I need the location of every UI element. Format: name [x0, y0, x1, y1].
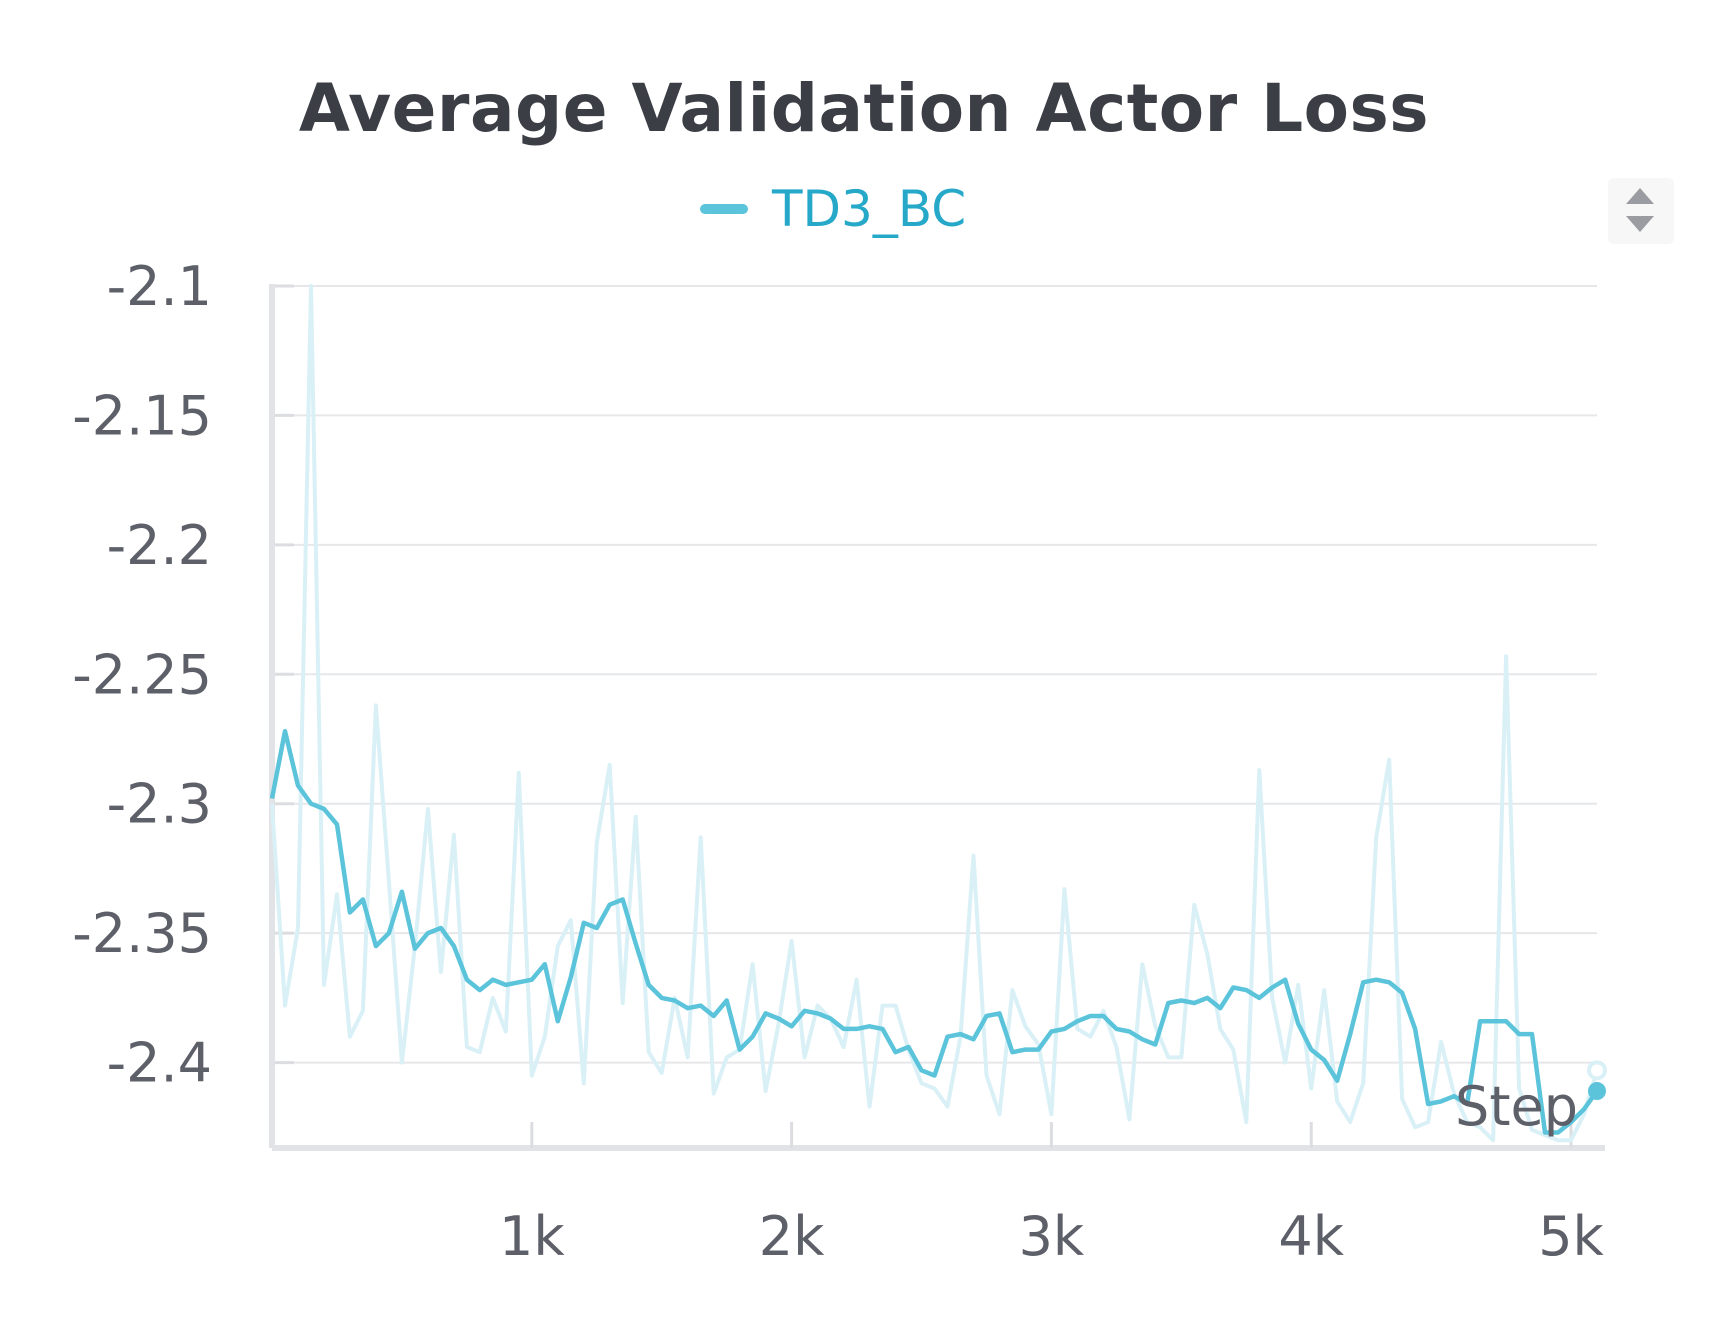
chart-title: Average Validation Actor Loss — [298, 70, 1430, 147]
y-tick-label-0: -2.1 — [107, 255, 212, 318]
y-tick-label-1: -2.15 — [72, 384, 212, 447]
legend[interactable]: TD3_BC — [700, 180, 966, 238]
series-lines — [269, 284, 1607, 1143]
y-tick-label-6: -2.4 — [107, 1032, 212, 1095]
raw-end-point — [1587, 1060, 1607, 1081]
x-tick-label-4: 5k — [1538, 1205, 1604, 1268]
series-smoothed-line[interactable] — [269, 728, 1599, 1135]
y-tick-label-4: -2.3 — [107, 773, 212, 836]
chevron-up-icon[interactable] — [1626, 188, 1654, 204]
legend-swatch — [700, 204, 748, 214]
smoothed-end-point[interactable] — [1588, 1082, 1606, 1101]
axes — [269, 284, 1605, 1151]
x-tick-labels: 1k 2k 3k 4k 5k — [499, 1205, 1605, 1268]
y-tick-labels: -2.1 -2.15 -2.2 -2.25 -2.3 -2.35 -2.4 — [72, 255, 212, 1095]
legend-label-td3-bc: TD3_BC — [772, 180, 967, 238]
x-tick-label-2: 3k — [1019, 1205, 1085, 1268]
chevron-down-icon[interactable] — [1626, 216, 1654, 232]
gridlines — [272, 285, 1597, 1064]
x-tick-label-1: 2k — [759, 1205, 825, 1268]
y-tick-label-3: -2.25 — [72, 643, 212, 706]
x-axis-label: Step — [1455, 1075, 1578, 1138]
x-tick-label-0: 1k — [499, 1205, 565, 1268]
series-raw-line — [270, 284, 1599, 1143]
x-tick-label-3: 4k — [1278, 1205, 1344, 1268]
legend-scroll-control[interactable] — [1608, 178, 1674, 244]
y-tick-label-5: -2.35 — [72, 902, 212, 965]
y-tick-label-2: -2.2 — [107, 514, 212, 577]
